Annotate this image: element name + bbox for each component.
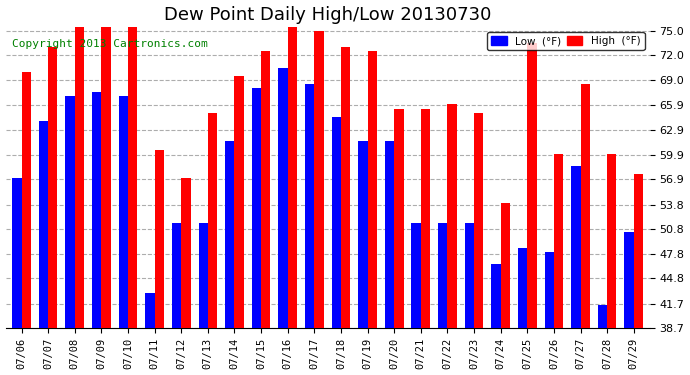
Bar — [501, 203, 510, 328]
Bar — [421, 108, 430, 328]
Bar — [66, 96, 75, 328]
Legend: Low  (°F), High  (°F): Low (°F), High (°F) — [487, 32, 644, 50]
Bar — [394, 108, 404, 328]
Bar — [119, 96, 128, 328]
Bar — [571, 166, 580, 328]
Bar — [278, 68, 288, 328]
Bar — [624, 232, 633, 328]
Bar — [101, 27, 110, 328]
Bar — [518, 248, 527, 328]
Bar — [155, 150, 164, 328]
Bar — [491, 264, 501, 328]
Bar — [554, 154, 563, 328]
Bar — [580, 84, 590, 328]
Bar — [146, 293, 155, 328]
Bar — [305, 84, 315, 328]
Bar — [438, 224, 447, 328]
Bar — [465, 224, 474, 328]
Bar — [341, 47, 351, 328]
Bar — [172, 224, 181, 328]
Bar — [75, 27, 84, 328]
Bar — [544, 252, 554, 328]
Text: Copyright 2013 Cartronics.com: Copyright 2013 Cartronics.com — [12, 39, 208, 49]
Bar — [261, 51, 270, 328]
Bar — [447, 105, 457, 328]
Bar — [598, 306, 607, 328]
Bar — [235, 76, 244, 328]
Bar — [474, 112, 484, 328]
Bar — [633, 174, 643, 328]
Bar — [385, 141, 394, 328]
Bar — [21, 72, 31, 328]
Bar — [225, 141, 235, 328]
Bar — [288, 27, 297, 328]
Bar — [92, 92, 101, 328]
Bar — [315, 31, 324, 328]
Bar — [39, 121, 48, 328]
Bar — [12, 178, 21, 328]
Bar — [358, 141, 368, 328]
Bar — [48, 47, 57, 328]
Bar — [332, 117, 341, 328]
Bar — [208, 112, 217, 328]
Bar — [128, 27, 137, 328]
Bar — [368, 51, 377, 328]
Bar — [607, 154, 616, 328]
Bar — [181, 178, 190, 328]
Title: Dew Point Daily High/Low 20130730: Dew Point Daily High/Low 20130730 — [164, 6, 491, 24]
Bar — [199, 224, 208, 328]
Bar — [411, 224, 421, 328]
Bar — [527, 43, 537, 328]
Bar — [252, 88, 261, 328]
